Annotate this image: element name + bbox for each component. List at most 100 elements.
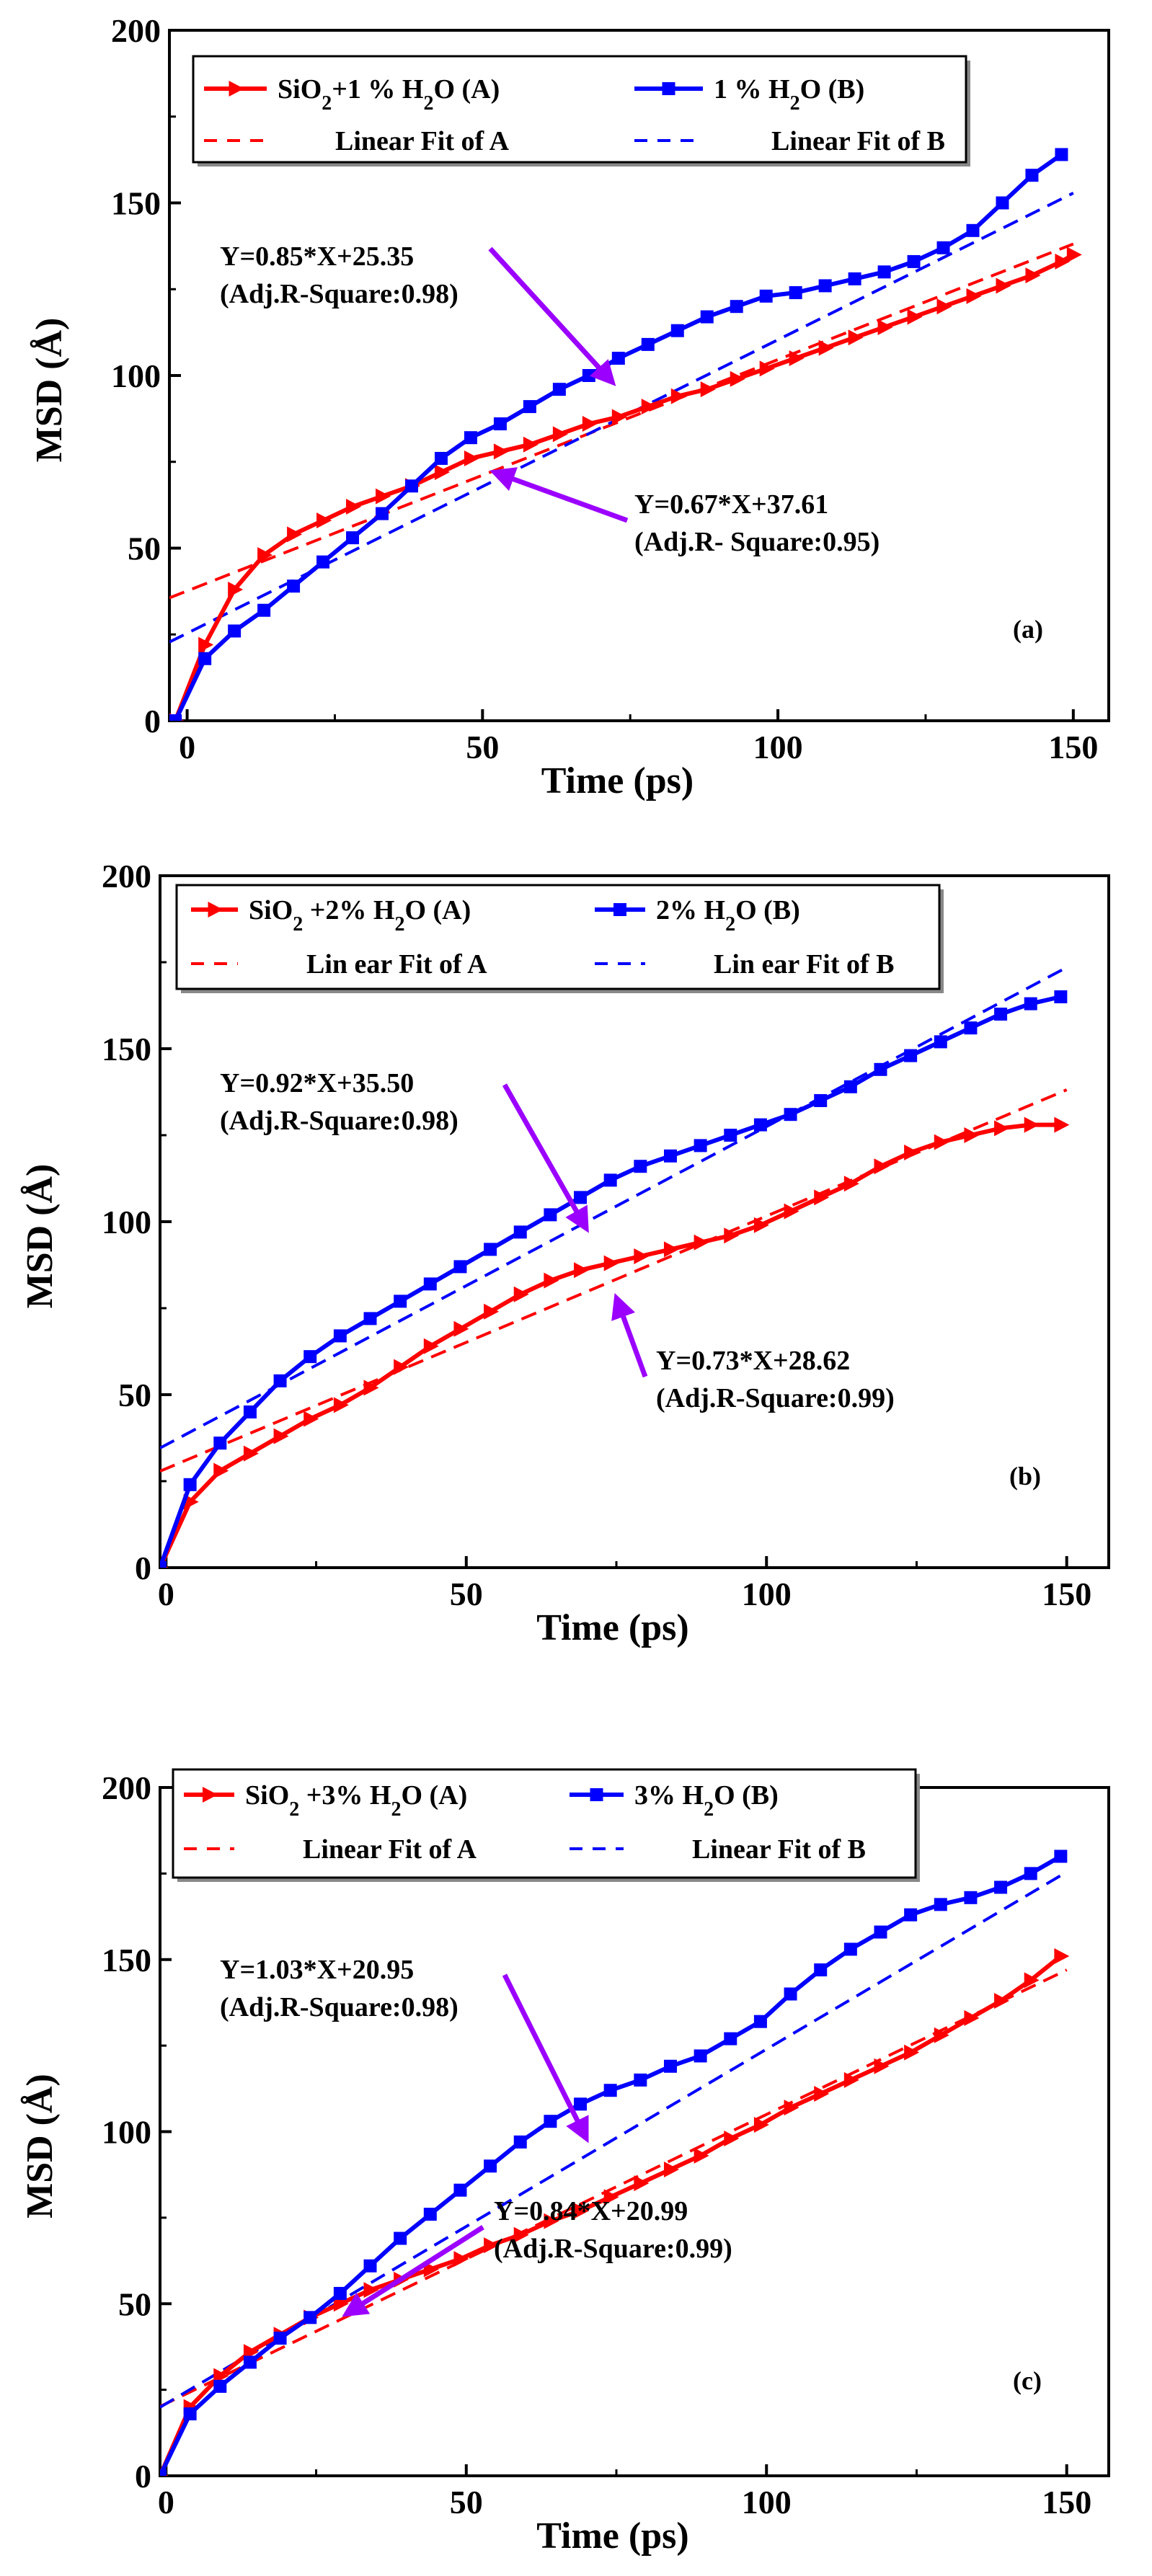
fit-equation-annotation: Y=0.92*X+35.50 (Adj.R-Square:0.98) [220,1068,589,1233]
legend-label-A: SiO2+1 % H2O (A) [278,74,500,115]
data-point-A [434,464,450,481]
data-point-B [843,1080,857,1093]
data-point-A [544,2213,559,2229]
data-point-A [394,1359,409,1375]
data-point-B [333,2286,347,2300]
y-tick-label: 100 [111,357,161,394]
x-tick-label: 100 [742,1576,792,1612]
data-point-B [1054,1849,1068,1863]
data-point-A [874,2058,890,2074]
legend-label-fitA: Lin ear Fit of A [306,949,487,980]
x-axis-label: Time (ps) [536,2515,688,2557]
legend-box [175,884,941,990]
data-point-A [694,2147,709,2164]
data-point-A [700,381,716,398]
adj-r-square: (Adj.R-Square:0.98) [220,279,458,309]
data-point-A [814,2085,830,2102]
y-tick-label: 150 [102,1031,151,1067]
data-point-B [753,2015,767,2028]
data-point-A [376,488,391,505]
data-point-B [484,1243,497,1256]
data-point-B [1054,990,1068,1003]
y-tick-label: 200 [102,858,151,894]
data-point-B [994,1008,1008,1021]
legend-label-B: 2% H2O (B) [656,895,800,936]
data-point-B [907,254,921,268]
x-tick-label: 150 [1042,2484,1091,2521]
data-point-A [523,436,539,453]
data-point-A [753,1217,769,1233]
data-point-A [934,2027,949,2043]
data-point-B [814,1963,828,1977]
legend-label-fitB: Lin ear Fit of B [714,949,895,980]
data-point-A [287,526,303,543]
data-point-B [784,1987,797,2001]
data-point-B [904,1908,918,1922]
annotation-arrow [502,1973,589,2144]
legend-box [192,55,967,164]
fit-line-fitB [160,966,1068,1449]
data-point-A [493,443,509,460]
data-point-B [574,1191,588,1204]
data-point-B [603,1173,617,1187]
data-point-A [243,1445,259,1462]
data-point-A [634,2175,650,2192]
data-point-A [544,1272,559,1289]
data-point-B [513,2135,527,2149]
data-point-B [1024,997,1037,1011]
data-point-A [907,308,923,325]
data-point-A [663,1241,679,1258]
data-point-B [273,1374,287,1387]
panel-label: (b) [1009,1462,1041,1491]
data-point-A [453,1320,469,1337]
data-point-B [423,2208,437,2221]
data-point-A [464,450,479,466]
data-point-B [789,286,802,300]
panel-b: 0 50 100 150 200 0 50 100 150 Time (ps) MSD (Å) SiO… [19,858,1110,1648]
y-axis-label: MSD (Å) [19,2074,61,2219]
data-point-A [994,1993,1010,2009]
data-point-B [994,1880,1008,1894]
data-point-B [730,300,743,314]
legend-label-fitA: Linear Fit of A [303,1834,477,1865]
data-point-B [453,1260,467,1274]
data-point-A [1066,247,1082,263]
data-point-B [877,265,891,279]
data-point-A [874,1158,890,1175]
data-point-B [700,310,714,324]
y-tick-label: 50 [118,1377,151,1413]
data-point-B [183,2407,197,2421]
data-point-A [552,426,568,443]
data-point-A [877,319,893,335]
data-point-A [753,2116,769,2133]
data-point-B [404,479,418,493]
data-point-A [574,2203,590,2219]
data-point-B [818,279,832,293]
y-tick-label: 200 [111,12,161,49]
legend-label-fitA: Linear Fit of A [335,126,510,156]
data-point-B [694,2049,707,2063]
data-point-A [759,360,775,377]
data-point-B [160,1561,167,1568]
data-point-A [603,2189,619,2206]
data-point-A [346,499,362,515]
data-point-B [611,352,625,365]
data-point-B [1024,1867,1037,1880]
y-tick-label: 150 [111,185,161,222]
data-point-B [376,507,389,520]
data-point-A [670,388,686,404]
y-tick-label: 0 [144,703,161,740]
data-point-B [363,1312,377,1325]
data-point-B [724,1129,737,1142]
data-point-A [228,581,244,598]
data-point-A [1024,1116,1040,1133]
y-tick-label: 100 [102,2114,151,2151]
data-point-A [363,1380,379,1396]
data-point-A [257,547,273,564]
data-point-B [273,2332,287,2345]
data-point-B [641,337,655,351]
series-line-A [160,1122,1061,1568]
legend-marker-A [208,902,223,918]
legend-marker-A [203,1787,218,1803]
